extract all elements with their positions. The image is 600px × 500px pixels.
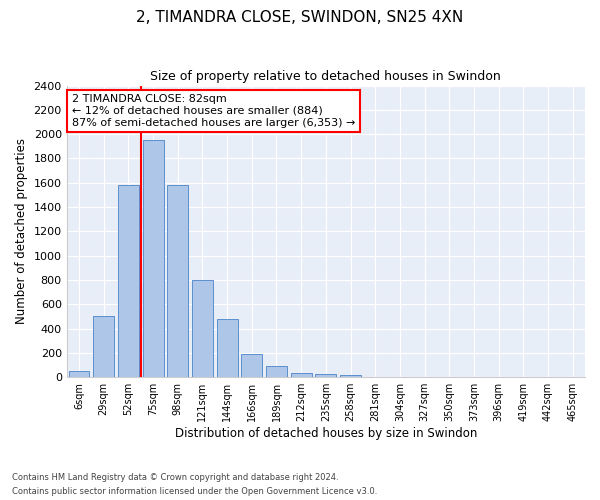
Y-axis label: Number of detached properties: Number of detached properties [15,138,28,324]
Bar [118,185,139,377]
Text: 2 TIMANDRA CLOSE: 82sqm
← 12% of detached houses are smaller (884)
87% of semi-d: 2 TIMANDRA CLOSE: 82sqm ← 12% of detache… [72,94,355,128]
Bar [192,280,213,377]
Bar [316,374,337,377]
Bar [266,366,287,377]
Bar [167,184,188,377]
X-axis label: Distribution of detached houses by size in Swindon: Distribution of detached houses by size … [175,427,477,440]
Bar [290,373,311,377]
Title: Size of property relative to detached houses in Swindon: Size of property relative to detached ho… [151,70,501,83]
Bar [68,370,89,377]
Bar [340,375,361,377]
Bar [217,319,238,377]
Bar [93,316,114,377]
Text: Contains public sector information licensed under the Open Government Licence v3: Contains public sector information licen… [12,488,377,496]
Bar [241,354,262,377]
Bar [143,140,164,377]
Text: Contains HM Land Registry data © Crown copyright and database right 2024.: Contains HM Land Registry data © Crown c… [12,472,338,482]
Text: 2, TIMANDRA CLOSE, SWINDON, SN25 4XN: 2, TIMANDRA CLOSE, SWINDON, SN25 4XN [136,10,464,25]
